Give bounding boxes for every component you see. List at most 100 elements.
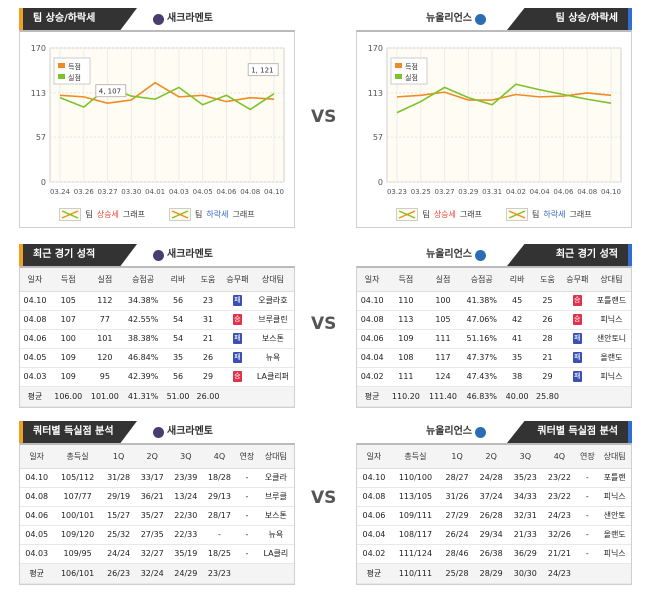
table-cell: 뉴욕 — [251, 348, 294, 368]
line-chart: 170 113 57 0 03.24 03.26 03.27 03.30 04.01 04.03 0… — [31, 44, 285, 196]
table-cell: 21/33 — [508, 525, 543, 545]
fall-legend: 팀 하락세 그래프 — [169, 208, 255, 221]
table-cell: 24/29 — [169, 563, 203, 584]
chart-legend-bottom: 팀 상승세 그래프 팀 하락세 그래프 — [357, 208, 631, 221]
table-cell: 04.05 — [20, 525, 54, 545]
table-row: 04.08 107 77 42.55% 54 31 승 브루클린 — [20, 310, 294, 330]
series-line-scored — [59, 81, 275, 104]
table-cell: 오클라 — [257, 468, 294, 488]
table-cell: 피닉스 — [598, 487, 631, 507]
trend-panel-right: 뉴올리언스 팀 상승/하락세 170 113 57 0 03.23 03.25 03.27 0… — [356, 8, 632, 228]
table-cell: 30/30 — [508, 563, 543, 584]
table-cell: 42 — [501, 310, 533, 330]
recent-header-cell: 도움 — [532, 268, 563, 292]
table-cell: 42.55% — [123, 310, 164, 330]
table-cell: 04.05 — [20, 348, 50, 368]
table-cell: 106.00 — [49, 386, 87, 407]
table-cell: 평균 — [20, 563, 54, 584]
result-badge: 패 — [232, 333, 242, 344]
table-cell: 32/24 — [135, 563, 170, 584]
table-row: 04.03 109 95 42.39% 56 29 승 LA클리퍼 — [20, 367, 294, 387]
table-cell: 평균 — [357, 386, 388, 407]
y-tick-label: 57 — [373, 133, 383, 142]
table-cell: 111 — [424, 329, 462, 349]
quarter-header-cell: 연장 — [576, 445, 599, 469]
table-cell: - — [576, 544, 599, 564]
table-cell: 24/23 — [542, 506, 577, 526]
table-cell: 120 — [86, 348, 124, 368]
table-cell: 29/19 — [101, 487, 136, 507]
legend-label: 득점 — [68, 63, 81, 71]
table-cell: 95 — [86, 367, 124, 387]
quarter-header-left: 쿼터별 득실점 분석 새크라멘토 — [19, 421, 295, 443]
table-row: 04.10 105 112 34.38% 56 23 패 오클라호 — [20, 291, 294, 311]
table-cell: - — [202, 525, 237, 545]
result-badge: 패 — [232, 295, 242, 306]
table-row: 04.10 110/100 28/27 24/28 35/23 23/22- 포틀랜 — [357, 468, 631, 488]
quarter-header-cell: 1Q — [101, 445, 136, 469]
quarter-header-cell: 총득실 — [390, 445, 441, 469]
recent-table-left: 일자 득점 실점 승점공 리바 도움 승무패 상대팀 04.10 105 112 34.38% 56 23… — [19, 266, 295, 408]
table-cell: 포틀랜드 — [591, 291, 631, 311]
table-cell: 109 — [49, 367, 87, 387]
table-cell: 38 — [501, 367, 533, 387]
rise-swatch-icon — [59, 208, 82, 221]
result-badge: 패 — [572, 371, 582, 382]
section-title: 최근 경기 성적 — [507, 244, 632, 266]
pelicans-logo-icon — [475, 13, 486, 25]
table-cell: 26/38 — [474, 544, 509, 564]
result-badge: 승 — [572, 314, 582, 325]
table-cell: 올랜도 — [591, 348, 631, 368]
table-cell: 46.83% — [461, 386, 502, 407]
table-cell: 51.16% — [461, 329, 502, 349]
legend-label: 득점 — [405, 63, 418, 71]
table-cell: 18/25 — [202, 544, 237, 564]
table-cell: 23 — [193, 291, 223, 311]
recent-header-cell: 리바 — [501, 268, 533, 292]
quarter-header-cell: 2Q — [135, 445, 170, 469]
table-cell: 샌안토 — [598, 506, 631, 526]
table-cell: 04.10 — [357, 468, 391, 488]
y-tick-label: 113 — [368, 89, 383, 98]
x-tick-label: 03.26 — [74, 188, 95, 196]
table-cell: 35/23 — [508, 468, 543, 488]
rise-legend: 팀 상승세 그래프 — [396, 208, 482, 221]
table-cell: 110 — [387, 291, 425, 311]
table-cell: - — [236, 544, 258, 564]
table-cell: 124 — [424, 367, 462, 387]
trend-chart-left: 170 113 57 0 03.24 03.26 03.27 03.30 04.01 04.03 0… — [19, 30, 295, 228]
table-cell: 브루클 — [257, 487, 294, 507]
table-cell: 25/28 — [440, 563, 475, 584]
table-row: 04.06 109/111 27/29 26/28 32/31 24/23- 샌안토 — [357, 506, 631, 526]
team-name-left: 새크라멘토 — [153, 8, 213, 30]
table-cell: 승 — [562, 291, 592, 311]
legend-label: 실점 — [68, 73, 81, 82]
average-row: 평균 110/111 25/28 28/29 30/30 24/23 — [357, 563, 631, 584]
table-cell: 26 — [193, 348, 223, 368]
table-cell: 04.08 — [357, 487, 391, 507]
table-cell — [562, 386, 592, 407]
x-tick-label: 04.06 — [553, 188, 574, 196]
section-title: 팀 상승/하락세 — [19, 8, 137, 30]
recent-header-cell: 리바 — [163, 268, 194, 292]
table-cell: 105/112 — [53, 468, 102, 488]
table-cell: 29/13 — [202, 487, 237, 507]
table-cell: 47.06% — [461, 310, 502, 330]
quarter-header-cell: 총득실 — [53, 445, 102, 469]
table-cell: 32/26 — [542, 525, 577, 545]
quarter-panel-right: 뉴올리언스 쿼터별 득실점 분석 일자 총득실 1Q 2Q 3Q 4Q 연장 상대팀 04.10… — [356, 421, 632, 585]
quarter-table-left: 일자 총득실 1Q 2Q 3Q 4Q 연장 상대팀 04.10 105/112 31/28 33/17… — [19, 443, 295, 585]
table-cell: 35/27 — [135, 506, 170, 526]
table-cell: 04.06 — [20, 329, 50, 349]
table-cell: 보스톤 — [251, 329, 294, 349]
result-badge: 승 — [572, 295, 582, 306]
table-row: 04.08 113 105 47.06% 42 26 승 피닉스 — [357, 310, 631, 330]
table-cell: 34/33 — [508, 487, 543, 507]
table-cell: 107/77 — [53, 487, 102, 507]
recent-header-right: 뉴올리언스 최근 경기 성적 — [356, 244, 632, 266]
table-cell: 113/105 — [390, 487, 441, 507]
result-badge: 패 — [572, 333, 582, 344]
recent-header-cell: 승무패 — [562, 268, 592, 292]
legend-swatch — [58, 63, 65, 68]
table-cell: 23/22 — [542, 487, 577, 507]
